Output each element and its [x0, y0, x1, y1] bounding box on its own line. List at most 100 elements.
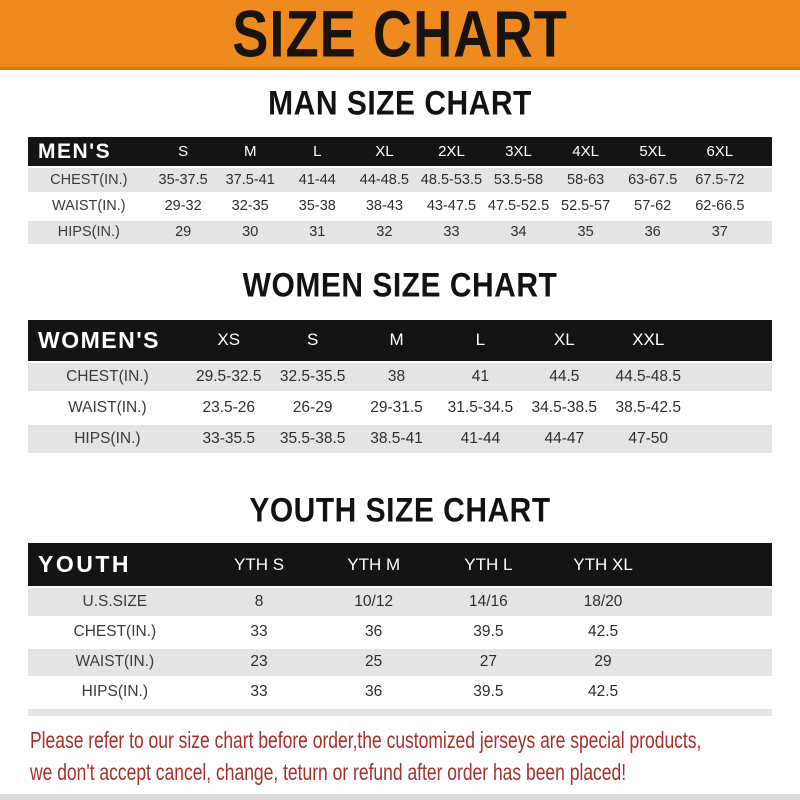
- size-value: 38.5-41: [370, 430, 423, 447]
- size-value: 41: [471, 367, 490, 385]
- row-filler: [690, 424, 772, 455]
- measurement-row: CHEST(IN.) 29.5-32.5 32.5-35.5 38 41 44.5 44.5…: [28, 361, 772, 393]
- size-chart-banner: SIZE CHART: [0, 0, 800, 70]
- size-column-header: XXL: [632, 330, 665, 349]
- size-value: 36: [365, 623, 383, 640]
- measurement-label: CHEST(IN.): [66, 367, 149, 385]
- size-value: 34.5-38.5: [531, 399, 598, 416]
- table-header-row: MEN'S S M L XL 2XL 3XL 4XL 5XL 6XL: [28, 137, 772, 167]
- order-note-line1: Please refer to our size chart before or…: [30, 726, 702, 753]
- size-value: 57-62: [634, 198, 672, 214]
- size-value: 67.5-72: [695, 171, 745, 188]
- size-value: 31: [309, 224, 326, 240]
- size-value: 62-66.5: [695, 198, 745, 214]
- youth-section-title: YOUTH SIZE CHART: [249, 491, 551, 530]
- banner-title: SIZE CHART: [232, 0, 568, 71]
- youth-size-table: YOUTH YTH S YTH M YTH L YTH XL U.S.SIZE 8 10/12…: [28, 543, 772, 709]
- size-value: 27: [479, 653, 497, 670]
- measurement-row: U.S.SIZE 8 10/12 14/16 18/20: [28, 587, 772, 617]
- size-value: 31.5-34.5: [447, 399, 514, 416]
- measurement-row: WAIST(IN.) 29-32 32-35 35-38 38-43 43-47.5 47.…: [28, 193, 772, 219]
- size-column-header: XS: [217, 330, 241, 349]
- table-corner-label: MEN'S: [38, 139, 112, 163]
- men-section: MAN SIZE CHART MEN'S S M L XL 2XL 3XL 4XL 5XL 6XL…: [0, 84, 800, 247]
- size-value: 25: [365, 653, 383, 670]
- size-value: 39.5: [473, 623, 504, 640]
- measurement-label: WAIST(IN.): [75, 653, 155, 670]
- size-value: 14/16: [468, 592, 508, 610]
- size-value: 8: [254, 592, 264, 610]
- measurement-row: HIPS(IN.) 29 30 31 32 33 34 35 36 37: [28, 219, 772, 245]
- measurement-row: WAIST(IN.) 23.5-26 26-29 29-31.5 31.5-34.5 34…: [28, 393, 772, 424]
- size-value: 63-67.5: [628, 171, 678, 188]
- measurement-row: HIPS(IN.) 33-35.5 35.5-38.5 38.5-41 41-44 44-…: [28, 423, 772, 455]
- men-section-title: MAN SIZE CHART: [268, 84, 532, 123]
- size-column-header: L: [475, 330, 486, 349]
- measurement-label: WAIST(IN.): [68, 399, 147, 416]
- header-filler: [753, 137, 772, 167]
- table-corner-label: YOUTH: [38, 551, 131, 577]
- size-value: 35-37.5: [158, 171, 208, 188]
- row-filler: [660, 647, 772, 677]
- size-value: 26-29: [292, 399, 333, 416]
- size-value: 29: [175, 224, 192, 240]
- size-value: 33: [250, 683, 268, 700]
- size-column-header: L: [313, 143, 322, 160]
- size-value: 38-43: [365, 198, 403, 214]
- size-column-header: XL: [553, 330, 575, 349]
- measurement-row: CHEST(IN.) 33 36 39.5 42.5: [28, 617, 772, 647]
- size-value: 35: [577, 224, 594, 240]
- size-value: 43-47.5: [426, 198, 477, 214]
- measurement-label: HIPS(IN.): [81, 683, 148, 700]
- row-filler: [753, 219, 772, 245]
- size-value: 44.5-48.5: [615, 367, 681, 385]
- row-filler: [753, 193, 772, 219]
- women-section-title: WOMEN SIZE CHART: [242, 265, 558, 304]
- size-value: 32.5-35.5: [279, 367, 346, 385]
- row-filler: [660, 617, 772, 647]
- size-column-header: YTH XL: [573, 554, 633, 574]
- size-value: 47-50: [628, 430, 669, 447]
- size-value: 29-31.5: [370, 399, 423, 416]
- size-column-header: 6XL: [706, 143, 734, 160]
- women-size-table: WOMEN'S XS S M L XL XXL CHEST(IN.) 29.5-32.5 32.5…: [28, 319, 772, 457]
- size-value: 36: [365, 683, 383, 700]
- measurement-label: HIPS(IN.): [57, 224, 120, 240]
- size-value: 52.5-57: [561, 198, 611, 214]
- women-section: WOMEN SIZE CHART WOMEN'S XS S M L XL XXL CHEST(…: [0, 265, 800, 457]
- size-value: 33: [250, 623, 268, 640]
- measurement-row: CHEST(IN.) 35-37.5 37.5-41 41-44 44-48.5 48.5…: [28, 167, 772, 193]
- size-value: 33: [443, 224, 460, 240]
- size-column-header: 4XL: [572, 143, 599, 160]
- size-value: 47.5-52.5: [487, 198, 550, 214]
- size-value: 41-44: [298, 171, 336, 188]
- size-value: 35-38: [298, 198, 336, 214]
- table-header-row: WOMEN'S XS S M L XL XXL: [28, 319, 772, 362]
- size-value: 29-32: [164, 198, 202, 214]
- row-filler: [753, 167, 772, 193]
- table-corner-label: WOMEN'S: [38, 326, 161, 353]
- order-note-line2: we don't accept cancel, change, teturn o…: [30, 759, 627, 786]
- size-value: 29.5-32.5: [195, 367, 262, 385]
- size-value: 44.5: [549, 367, 580, 385]
- table-header-row: YOUTH YTH S YTH M YTH L YTH XL: [28, 543, 772, 587]
- size-value: 44-47: [544, 430, 585, 447]
- size-value: 48.5-53.5: [420, 171, 483, 188]
- size-column-header: M: [389, 330, 404, 349]
- size-value: 42.5: [587, 683, 619, 700]
- size-value: 36: [644, 224, 661, 240]
- size-value: 33-35.5: [202, 430, 256, 447]
- size-value: 38: [387, 367, 406, 385]
- size-column-header: M: [243, 143, 257, 160]
- measurement-label: WAIST(IN.): [52, 198, 126, 214]
- measurement-label: HIPS(IN.): [74, 430, 141, 447]
- row-filler: [690, 362, 772, 393]
- size-value: 42.5: [587, 623, 619, 640]
- size-value: 44-48.5: [359, 171, 409, 188]
- size-value: 23.5-26: [202, 399, 256, 416]
- size-value: 29: [594, 653, 612, 670]
- header-filler: [660, 543, 772, 587]
- size-value: 35.5-38.5: [279, 430, 346, 447]
- measurement-label: CHEST(IN.): [73, 623, 157, 640]
- header-filler: [690, 320, 772, 362]
